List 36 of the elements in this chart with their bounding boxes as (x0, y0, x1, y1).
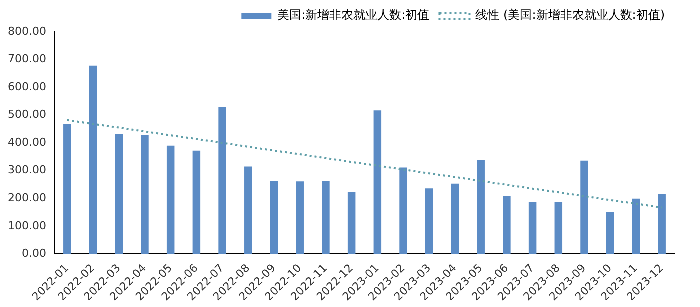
y-tick-label: 800.00 (8, 24, 46, 38)
bar (166, 146, 175, 254)
y-tick-label: 300.00 (8, 164, 46, 177)
legend-label: 美国:新增非农就业人数:初值 (278, 8, 430, 22)
bar (374, 110, 382, 254)
bar (632, 198, 640, 254)
bar (580, 160, 588, 254)
bar (658, 194, 666, 254)
bar (451, 184, 460, 254)
y-tick-label: 100.00 (8, 219, 46, 232)
y-tick-label: 500.00 (8, 108, 46, 122)
y-tick-label: 600.00 (8, 80, 46, 94)
bar (348, 192, 356, 254)
bar (218, 108, 226, 254)
bar (554, 202, 563, 254)
bar (477, 160, 485, 254)
y-tick-label: 200.00 (8, 191, 46, 204)
bar (296, 182, 304, 254)
bar (115, 134, 124, 254)
bar (89, 66, 98, 254)
line-series (66, 119, 664, 209)
bar (528, 202, 537, 254)
bar (270, 181, 278, 254)
bar (192, 150, 201, 254)
bar (322, 181, 330, 254)
y-tick-label: 400.00 (8, 136, 46, 149)
bar (426, 188, 434, 254)
y-tick-label: 700.00 (8, 52, 46, 66)
bar (503, 196, 511, 254)
bar (606, 212, 614, 254)
bar (400, 168, 408, 254)
legend-label: 线性 (美国:新增非农就业人数:初值) (476, 8, 665, 22)
y-tick-label: 0.00 (22, 247, 46, 260)
bar (141, 135, 149, 254)
bar (64, 124, 72, 254)
bar (244, 166, 252, 254)
